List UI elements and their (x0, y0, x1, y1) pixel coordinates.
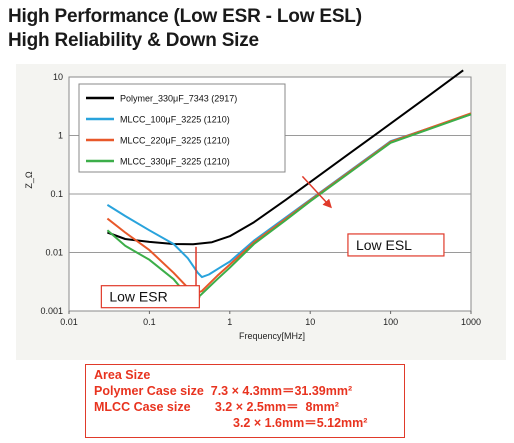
y-tick-label: 0.001 (40, 306, 63, 316)
mlcc-case-value-2: 3.2 × 1.6mm＝5.12mm² (233, 416, 368, 430)
x-tick-label: 1000 (461, 317, 481, 327)
x-tick-label: 100 (383, 317, 398, 327)
x-axis-label: Frequency[MHz] (239, 331, 305, 341)
legend-entry-2: MLCC_100μF_3225 (1210) (120, 115, 230, 125)
y-tick-label: 1 (58, 131, 63, 141)
y-tick-label: 0.01 (45, 248, 63, 258)
y-tick-label: 0.1 (50, 189, 63, 199)
annotation-box-2 (347, 233, 445, 257)
polymer-case-value: 7.3 × 4.3mm＝31.39mm² (210, 384, 353, 398)
x-tick-label: 0.01 (60, 317, 78, 327)
area-size-box: Area Size Polymer Case size 7.3 × 4.3mm＝… (85, 364, 405, 438)
mlcc-case-size-row-2: 3.2 × 1.6mm＝5.12mm² (94, 415, 404, 431)
legend-entry-3: MLCC_220μF_3225 (1210) (120, 136, 230, 146)
legend-entry-1: Polymer_330μF_7343 (2917) (120, 94, 237, 104)
legend: Polymer_330μF_7343 (2917) MLCC_100μF_3225… (78, 83, 286, 173)
series-line-4 (106, 113, 472, 304)
annotation-box-1 (100, 285, 200, 309)
series-line-1 (107, 69, 464, 246)
x-tick-label: 1 (227, 317, 232, 327)
legend-entry-4: MLCC_330μF_3225 (1210) (120, 157, 230, 167)
y-tick-label: 10 (53, 72, 63, 82)
area-size-title: Area Size (94, 368, 151, 382)
polymer-case-size-row: Polymer Case size 7.3 × 4.3mm＝31.39mm² (94, 383, 404, 399)
impedance-chart-panel: 0.001 0.01 0.1 1 10 0.01 0.1 1 10 100 1000 Frequenc… (16, 64, 506, 360)
mlcc-case-size-row: MLCC Case size 3.2 × 2.5mm＝ 8mm² (94, 399, 404, 415)
annotation-label-1: Low ESR (109, 289, 167, 305)
headline-reliability: High Reliability & Down Size (8, 30, 259, 51)
x-tick-label: 10 (305, 317, 315, 327)
x-tick-label: 0.1 (143, 317, 156, 327)
y-axis-label: Z_Ω (24, 171, 34, 189)
low-esl-arrow (301, 175, 332, 209)
annotation-label-2: Low ESL (356, 237, 412, 253)
mlcc-case-label: MLCC Case size (94, 400, 191, 414)
polymer-case-label: Polymer Case size (94, 384, 204, 398)
headline-performance: High Performance (Low ESR - Low ESL) (8, 6, 362, 27)
mlcc-case-value-1: 3.2 × 2.5mm＝ 8mm² (214, 400, 339, 414)
